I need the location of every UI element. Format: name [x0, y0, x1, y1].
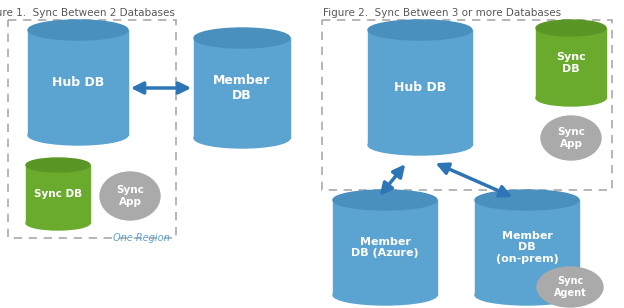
Ellipse shape — [475, 285, 579, 305]
Text: Sync DB: Sync DB — [34, 189, 82, 199]
Ellipse shape — [100, 172, 160, 220]
Bar — [8, 20, 176, 238]
Bar — [28, 30, 128, 135]
Ellipse shape — [26, 158, 90, 172]
Ellipse shape — [26, 216, 90, 230]
Ellipse shape — [333, 190, 437, 210]
Bar — [536, 28, 606, 98]
Ellipse shape — [536, 90, 606, 106]
Ellipse shape — [537, 267, 603, 307]
Text: Sync
App: Sync App — [116, 185, 144, 207]
Ellipse shape — [194, 28, 290, 48]
Text: Figure 1.  Sync Between 2 Databases: Figure 1. Sync Between 2 Databases — [0, 8, 175, 18]
Text: Hub DB: Hub DB — [394, 81, 446, 94]
Bar — [475, 200, 579, 295]
Ellipse shape — [368, 135, 472, 155]
Bar — [333, 200, 437, 295]
Ellipse shape — [28, 125, 128, 145]
Ellipse shape — [475, 190, 579, 210]
Bar — [322, 20, 612, 190]
Text: Figure 2.  Sync Between 3 or more Databases: Figure 2. Sync Between 3 or more Databas… — [323, 8, 561, 18]
Ellipse shape — [28, 20, 128, 40]
Text: Member
DB
(on-prem): Member DB (on-prem) — [495, 231, 558, 264]
Ellipse shape — [541, 116, 601, 160]
Bar — [368, 30, 472, 145]
Ellipse shape — [536, 20, 606, 36]
Text: Hub DB: Hub DB — [52, 76, 104, 89]
Ellipse shape — [333, 285, 437, 305]
Text: One Region: One Region — [113, 233, 170, 243]
Text: Sync
Agent: Sync Agent — [553, 276, 587, 298]
Text: Member
DB: Member DB — [213, 74, 271, 102]
Bar — [26, 165, 90, 223]
Bar — [194, 38, 290, 138]
Text: Sync
App: Sync App — [557, 127, 585, 149]
Ellipse shape — [368, 20, 472, 40]
Text: Member
DB (Azure): Member DB (Azure) — [351, 237, 419, 258]
Ellipse shape — [194, 128, 290, 148]
Text: Sync
DB: Sync DB — [556, 52, 586, 74]
